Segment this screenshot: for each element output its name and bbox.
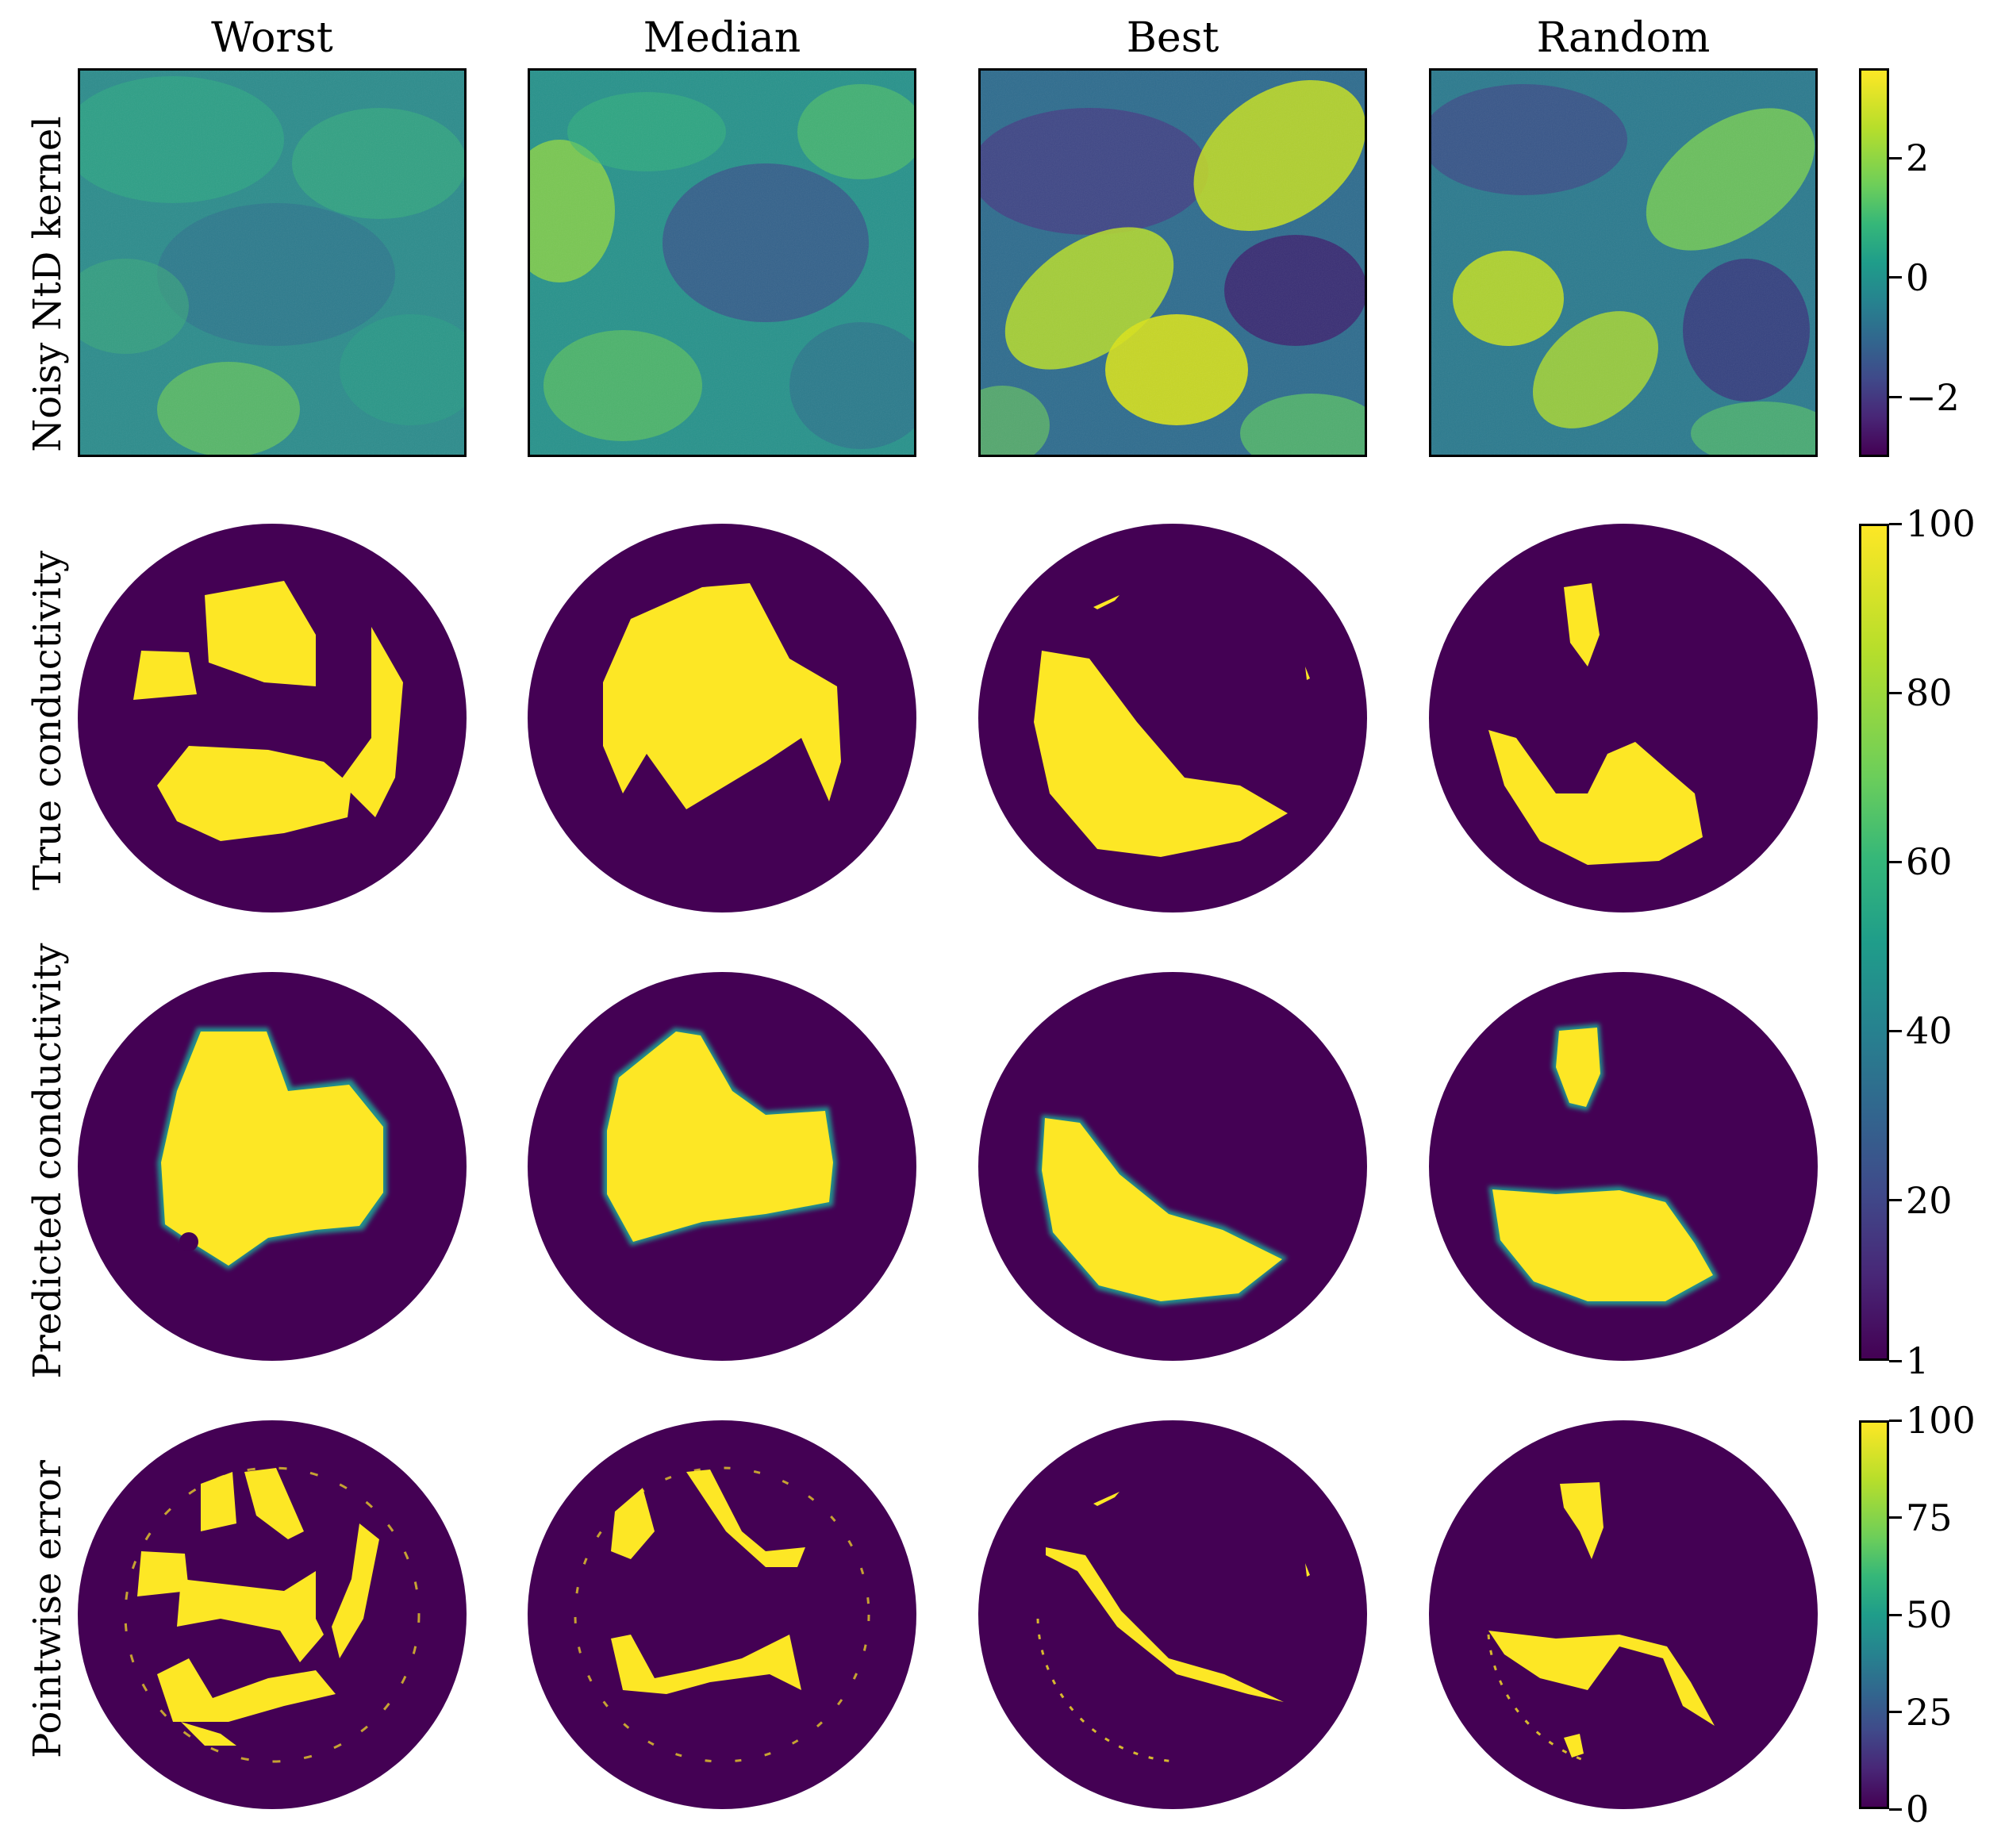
predicted-conductivity-best [978, 972, 1367, 1361]
colorbar-kernel-tick-label: 2 [1906, 136, 1930, 180]
predicted-conductivity-worst [78, 972, 467, 1361]
colorbar-conductivity [1859, 524, 1889, 1361]
row-label-error: Pointwise error [25, 1460, 70, 1758]
column-title-worst: Worst [211, 14, 333, 62]
colorbar-error-tick [1889, 1808, 1902, 1811]
colorbar-conductivity-tick [1889, 1199, 1902, 1202]
true-conductivity-random [1429, 524, 1818, 912]
colorbar-error-tick [1889, 1613, 1902, 1616]
colorbar-conductivity-tick [1889, 860, 1902, 863]
colorbar-conductivity-tick [1889, 1359, 1902, 1362]
colorbar-error-tick [1889, 1516, 1902, 1519]
predicted-conductivity-median [528, 972, 916, 1361]
row-label-kernel: Noisy NtD kernel [25, 116, 70, 452]
colorbar-kernel-tick [1889, 156, 1902, 159]
colorbar-error-tick-label: 100 [1906, 1399, 1976, 1442]
colorbar-conductivity-tick-label: 1 [1906, 1339, 1930, 1382]
colorbar-conductivity-tick [1889, 522, 1902, 525]
kernel-heatmap-random [1429, 68, 1818, 457]
true-conductivity-median [528, 524, 916, 912]
column-title-random: Random [1536, 14, 1711, 62]
pointwise-error-worst [78, 1420, 467, 1809]
colorbar-error-tick [1889, 1711, 1902, 1713]
colorbar-kernel [1859, 68, 1889, 457]
pointwise-error-median [528, 1420, 916, 1809]
colorbar-conductivity-tick-label: 40 [1906, 1009, 1953, 1053]
colorbar-error-tick-label: 75 [1906, 1496, 1953, 1539]
colorbar-conductivity-tick-label: 20 [1906, 1178, 1953, 1222]
colorbar-kernel-tick-label: −2 [1906, 375, 1960, 419]
colorbar-conductivity-tick-label: 60 [1906, 840, 1953, 884]
kernel-heatmap-worst [78, 68, 467, 457]
true-conductivity-worst [78, 524, 467, 912]
colorbar-kernel-tick-label: 0 [1906, 255, 1930, 299]
colorbar-error-tick [1889, 1419, 1902, 1422]
true-conductivity-best [978, 524, 1367, 912]
kernel-heatmap-median [528, 68, 916, 457]
column-title-median: Median [643, 14, 801, 62]
pointwise-error-best [978, 1420, 1367, 1809]
colorbar-conductivity-tick-label: 80 [1906, 671, 1953, 715]
colorbar-conductivity-tick [1889, 691, 1902, 694]
colorbar-kernel-tick [1889, 396, 1902, 399]
colorbar-error-tick-label: 0 [1906, 1788, 1930, 1831]
colorbar-conductivity-tick-label: 100 [1906, 502, 1976, 545]
colorbar-error-tick-label: 25 [1906, 1690, 1953, 1734]
colorbar-kernel-tick [1889, 276, 1902, 279]
colorbar-error [1859, 1420, 1889, 1809]
column-title-best: Best [1126, 14, 1219, 62]
kernel-heatmap-best [978, 68, 1367, 457]
row-label-predicted: Predicted conductivity [25, 943, 70, 1379]
colorbar-error-tick-label: 50 [1906, 1593, 1953, 1636]
row-label-true: True conductivity [25, 550, 70, 891]
pointwise-error-random [1429, 1420, 1818, 1809]
predicted-conductivity-random [1429, 972, 1818, 1361]
colorbar-conductivity-tick [1889, 1029, 1902, 1032]
